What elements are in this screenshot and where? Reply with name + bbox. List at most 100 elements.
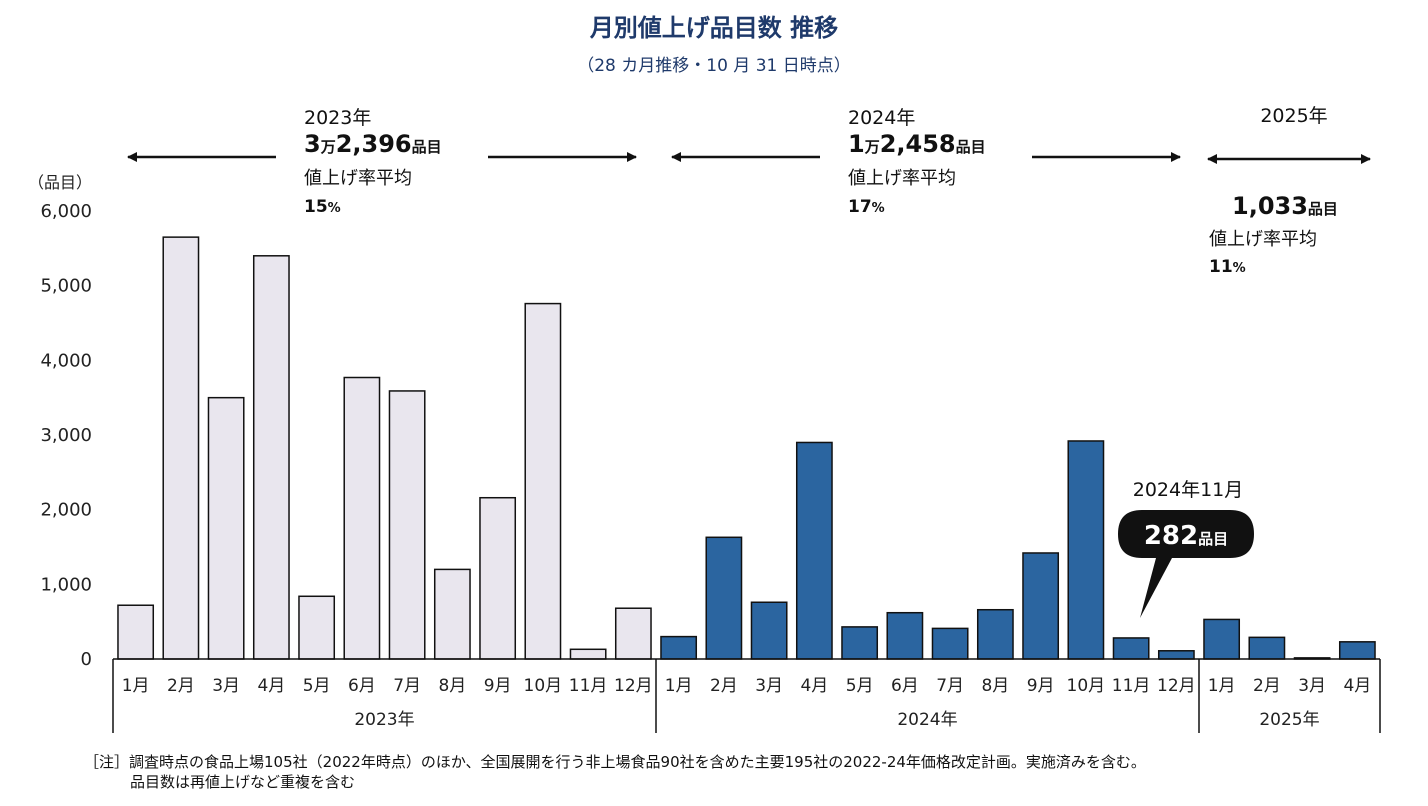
x-tick-label: 5月 [846, 676, 874, 696]
x-tick-label: 3月 [755, 676, 783, 696]
total-unit: 品目 [956, 138, 986, 156]
year-label: 2023年 [354, 710, 414, 730]
x-tick-label: 7月 [393, 676, 421, 696]
callout-number: 282 [1144, 521, 1198, 551]
total-unit: 品目 [412, 138, 442, 156]
callout-label: 2024年11月 [1133, 479, 1244, 501]
bar [479, 496, 517, 660]
callout-bubble [1118, 510, 1254, 618]
y-tick-label: 0 [81, 649, 92, 670]
x-tick-label: 1月 [665, 676, 693, 696]
bar [1112, 637, 1150, 660]
rate-label-2023: 値上げ率平均 [304, 168, 412, 189]
bar [1248, 636, 1286, 660]
annotation-2025: 2025年 1,033品目 値上げ率平均 11% [1207, 105, 1371, 277]
total-rest: 2,396 [336, 130, 412, 158]
x-tick-label: 3月 [212, 676, 240, 696]
y-tick-label: 2,000 [40, 500, 92, 521]
rate-unit: % [1233, 261, 1246, 276]
year-label: 2025年 [1259, 710, 1319, 730]
bar [750, 601, 788, 660]
annotation-2023: 2023年 3万2,396品目 値上げ率平均 15% [127, 107, 637, 217]
x-tick-label: 4月 [257, 676, 285, 696]
bar [1067, 440, 1105, 660]
rate-value-2024: 17% [848, 197, 885, 217]
rate-number: 17 [848, 197, 872, 217]
callout-value: 282品目 [1144, 521, 1228, 551]
bar [1203, 618, 1241, 660]
bar [660, 635, 698, 660]
year-label: 2024年 [897, 710, 957, 730]
total-prefix: 3 [304, 130, 321, 158]
bar [705, 536, 743, 660]
x-tick-label: 4月 [800, 676, 828, 696]
bar [1022, 552, 1060, 660]
x-tick-label: 10月 [524, 676, 563, 696]
chart-subtitle: （28 カ月推移・10 月 31 日時点） [577, 56, 851, 76]
y-axis-label: （品目） [28, 173, 92, 192]
bar [795, 441, 833, 660]
annotation-total-2025: 1,033品目 [1232, 192, 1338, 220]
rate-number: 15 [304, 197, 328, 217]
x-tick-label: 6月 [348, 676, 376, 696]
x-tick-label: 8月 [981, 676, 1009, 696]
x-tick-label: 1月 [1208, 676, 1236, 696]
x-tick-label: 12月 [1157, 676, 1196, 696]
bar [614, 607, 652, 660]
x-tick-label: 1月 [122, 676, 150, 696]
price-increase-chart: 月別値上げ品目数 推移 （28 カ月推移・10 月 31 日時点） （品目） 0… [28, 14, 1381, 733]
total-prefix: 1 [848, 130, 865, 158]
x-tick-label: 5月 [303, 676, 331, 696]
footnote-line-1: ［注］調査時点の食品上場105社（2022年時点）のほか、全国展開を行う非上場食… [84, 752, 1414, 772]
x-tick-label: 10月 [1067, 676, 1106, 696]
bar [162, 236, 200, 660]
footnote-label: ［注］ [84, 753, 130, 771]
y-tick-label: 3,000 [40, 425, 92, 446]
x-tick-label: 12月 [614, 676, 653, 696]
x-tick-label: 11月 [569, 676, 608, 696]
bar [207, 396, 245, 660]
rate-unit: % [872, 201, 885, 216]
rate-value-2023: 15% [304, 197, 341, 217]
y-tick-label: 4,000 [40, 350, 92, 371]
footnote-text-1: 調査時点の食品上場105社（2022年時点）のほか、全国展開を行う非上場食品90… [129, 753, 1146, 771]
bar [298, 595, 336, 660]
bar [524, 302, 562, 660]
bar [841, 626, 879, 660]
x-tick-label: 11月 [1112, 676, 1151, 696]
total-man: 万 [320, 138, 336, 156]
rate-unit: % [328, 201, 341, 216]
bar [388, 390, 426, 660]
bars [117, 236, 1376, 660]
rate-label-2025: 値上げ率平均 [1209, 229, 1317, 250]
y-tick-label: 1,000 [40, 574, 92, 595]
annotation-year-2025: 2025年 [1260, 105, 1327, 127]
footnote: ［注］調査時点の食品上場105社（2022年時点）のほか、全国展開を行う非上場食… [84, 752, 1414, 792]
rate-value-2025: 11% [1209, 257, 1246, 277]
y-tick-label: 5,000 [40, 276, 92, 297]
annotation-total-2024: 1万2,458品目 [848, 130, 986, 158]
total-unit: 品目 [1308, 200, 1338, 218]
y-tick-label: 6,000 [40, 201, 92, 222]
chart-title: 月別値上げ品目数 推移 [589, 14, 838, 42]
annotation-total-2023: 3万2,396品目 [304, 130, 442, 158]
bar [117, 604, 155, 660]
rate-number: 11 [1209, 257, 1233, 277]
bar [252, 255, 290, 660]
annotation-2024: 2024年 1万2,458品目 値上げ率平均 17% [671, 107, 1181, 217]
x-tick-label: 9月 [1027, 676, 1055, 696]
total-rest: 1,033 [1232, 192, 1308, 220]
bar [1338, 641, 1376, 660]
bar [886, 611, 924, 660]
bar [1157, 650, 1195, 660]
bar [343, 376, 381, 660]
bar [433, 568, 471, 660]
y-ticks: 0 1,000 2,000 3,000 4,000 5,000 6,000 [40, 201, 92, 670]
x-tick-label: 2月 [710, 676, 738, 696]
bar [931, 627, 969, 660]
x-tick-label: 7月 [936, 676, 964, 696]
x-tick-label: 2月 [1253, 676, 1281, 696]
x-axis: 1月 2月 3月 4月 5月 6月 7月 8月 9月 10月 11月 12月 1月 2月 3月 4月 5月 6月 7… [112, 658, 1381, 733]
bar [976, 608, 1014, 660]
x-tick-label: 3月 [1298, 676, 1326, 696]
